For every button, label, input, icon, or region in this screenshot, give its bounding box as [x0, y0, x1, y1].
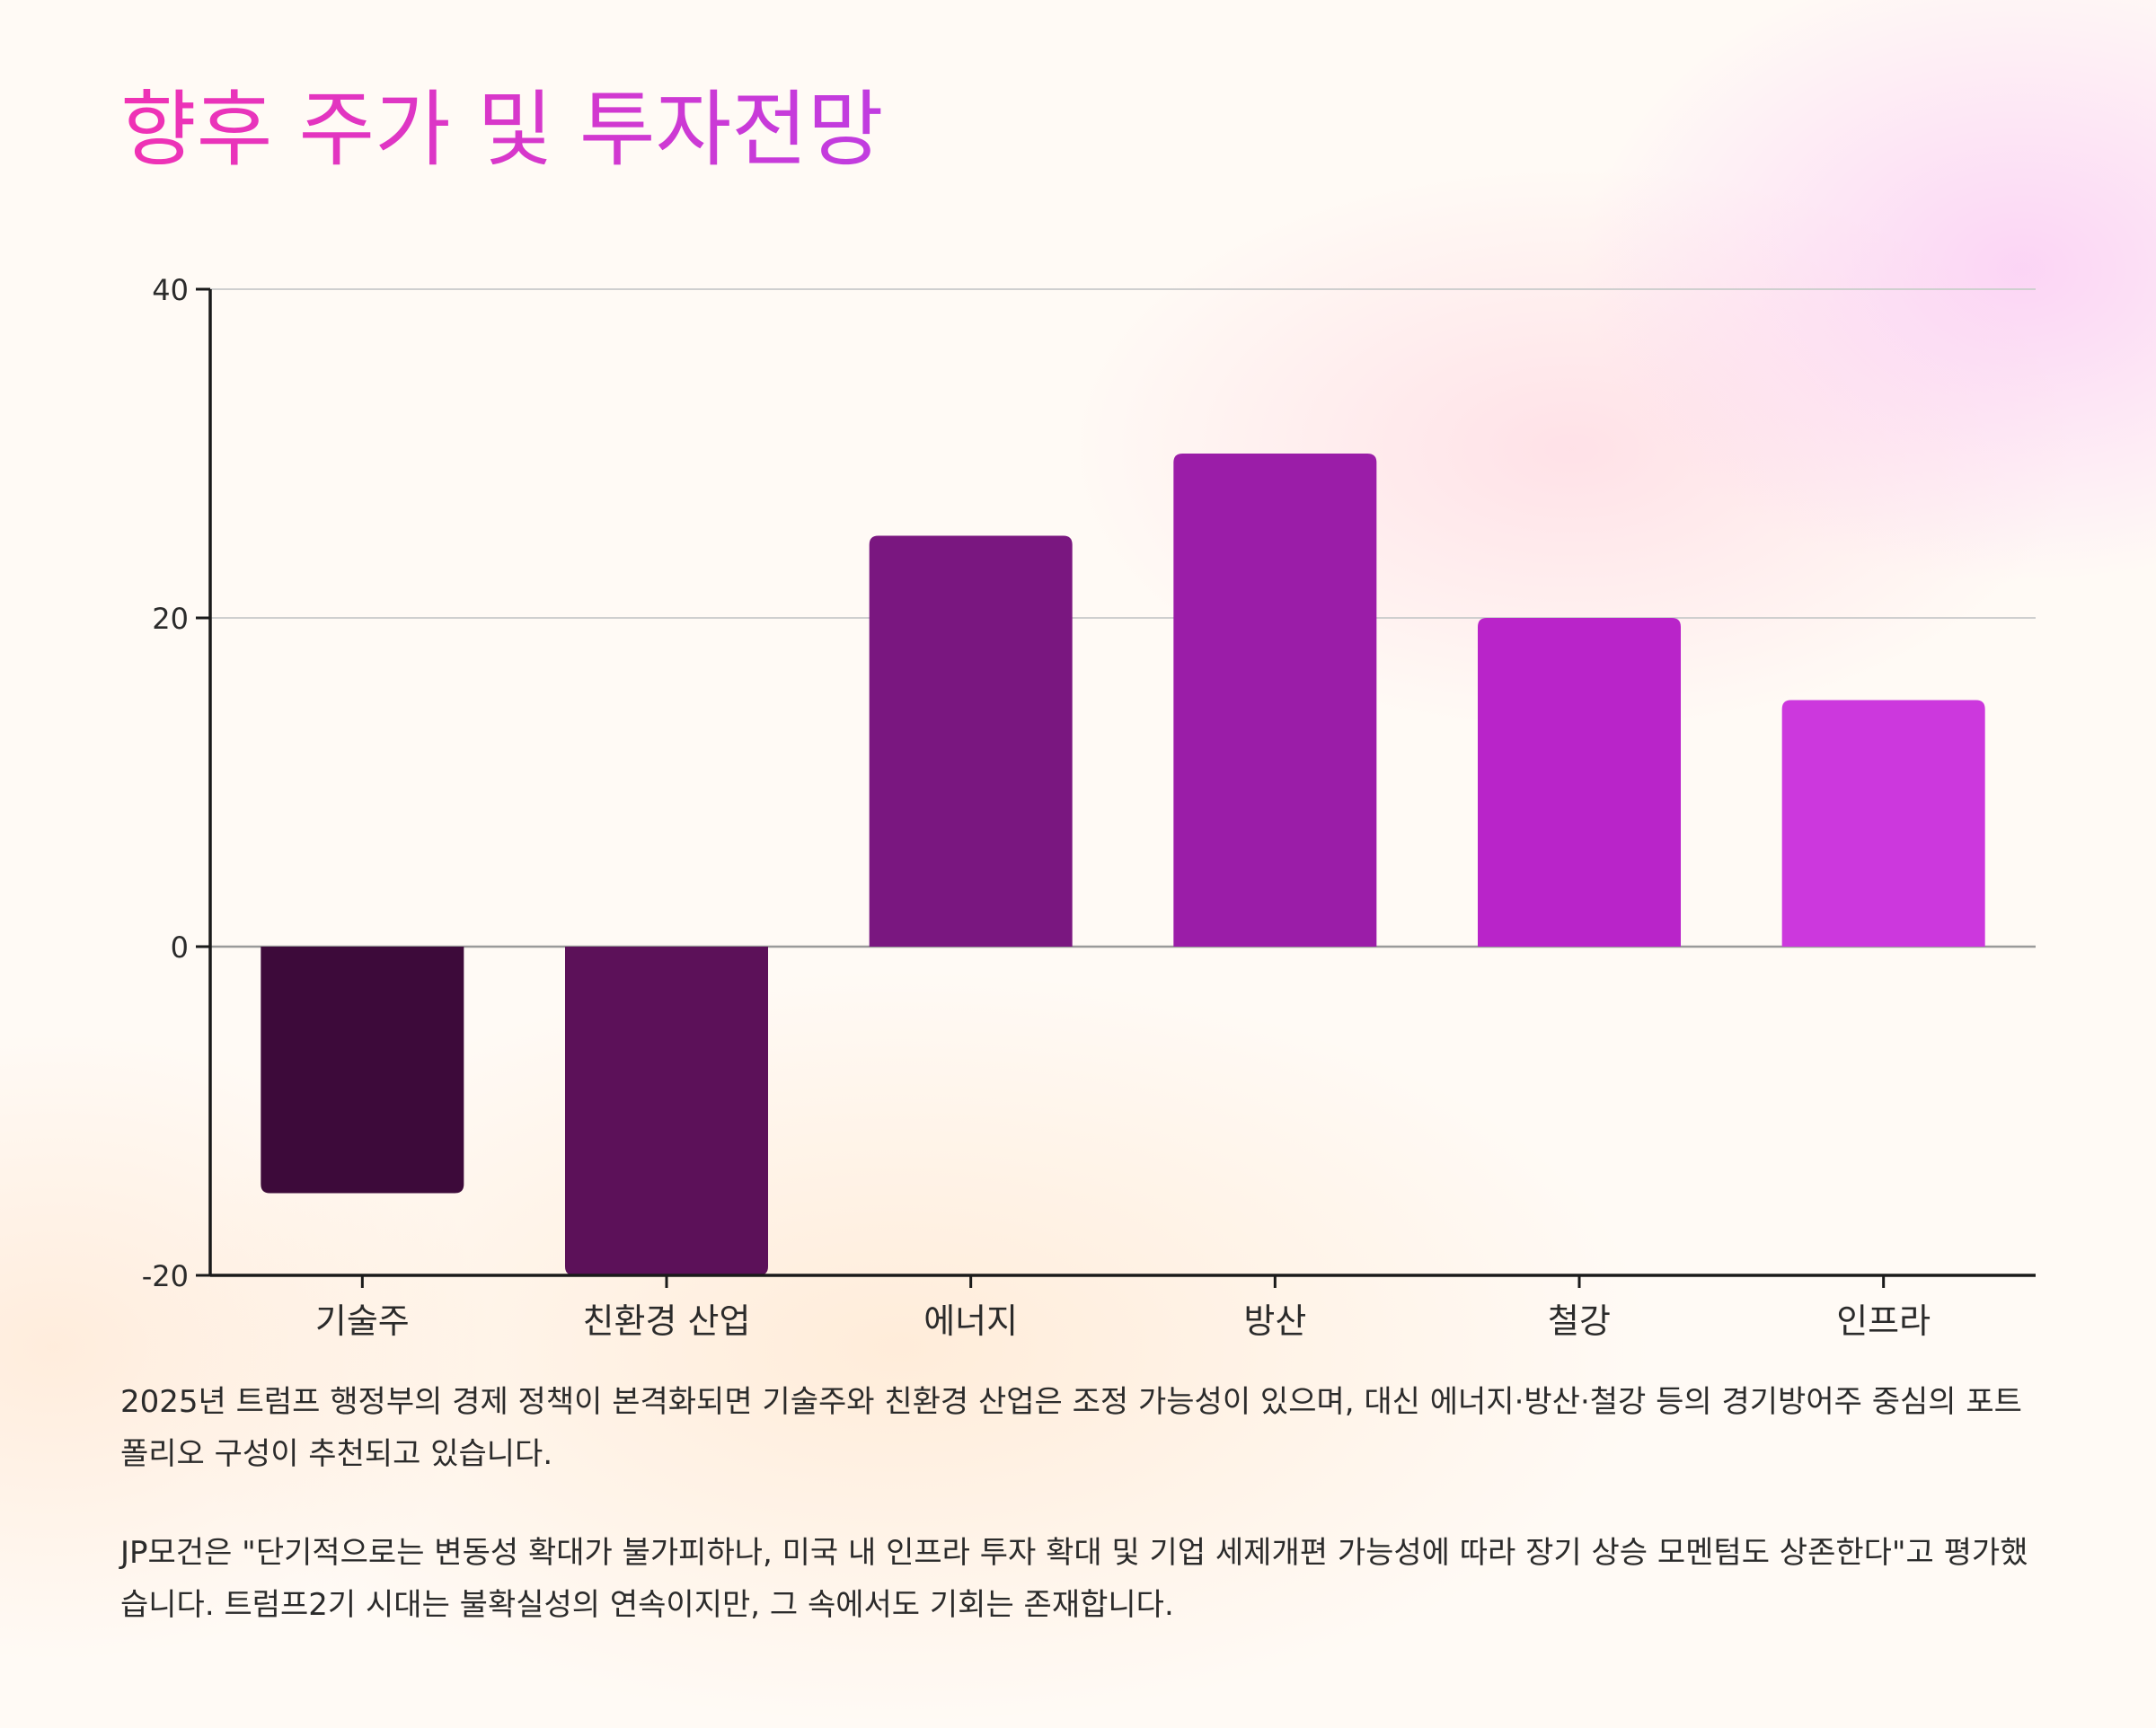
- bar-3: [1173, 454, 1377, 947]
- x-tick-label-2: 에너지: [923, 1301, 1018, 1341]
- bars: [261, 454, 1985, 1275]
- gridlines: [210, 288, 2036, 948]
- x-tick-label-3: 방산: [1243, 1301, 1306, 1341]
- summary-paragraph: 2025년 트럼프 행정부의 경제 정책이 본격화되면 기술주와 친환경 산업은…: [120, 1384, 2022, 1472]
- bar-2: [869, 535, 1073, 947]
- y-tick-label-3: -20: [142, 1259, 189, 1293]
- y-tick-label-0: 40: [152, 273, 189, 307]
- y-tick-label-1: 20: [152, 602, 189, 636]
- x-tick-label-5: 인프라: [1836, 1301, 1931, 1341]
- x-tick-label-0: 기술주: [315, 1301, 410, 1341]
- bar-chart: 기술주 친환경 산업 에너지 방산 철강 인프라 40 20 0 -20: [142, 273, 2036, 1341]
- bar-4: [1478, 618, 1681, 947]
- bar-0: [261, 947, 464, 1194]
- bar-1: [565, 947, 768, 1275]
- analyst-quote-paragraph: JP모건은 "단기적으로는 변동성 확대가 불가피하나, 미국 내 인프라 투자…: [120, 1535, 2028, 1623]
- page-title: 향후 주가 및 투자전망: [120, 82, 884, 178]
- tick-labels: 기술주 친환경 산업 에너지 방산 철강 인프라 40 20 0 -20: [142, 273, 1931, 1341]
- y-tick-label-2: 0: [171, 930, 189, 965]
- bar-5: [1781, 700, 1985, 947]
- axes: [196, 287, 2036, 1288]
- x-tick-label-1: 친환경 산업: [583, 1301, 751, 1341]
- x-tick-label-4: 철강: [1548, 1301, 1611, 1341]
